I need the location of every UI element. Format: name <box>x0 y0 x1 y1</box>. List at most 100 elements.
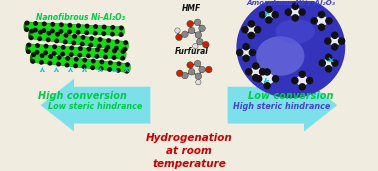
Circle shape <box>193 44 198 49</box>
Circle shape <box>104 55 107 59</box>
Circle shape <box>108 61 112 65</box>
Ellipse shape <box>25 44 28 52</box>
Circle shape <box>35 50 39 54</box>
Circle shape <box>98 44 101 48</box>
Circle shape <box>87 54 90 58</box>
Circle shape <box>256 76 262 82</box>
Circle shape <box>117 62 121 65</box>
Circle shape <box>319 11 325 18</box>
Circle shape <box>46 38 50 42</box>
Text: High steric hindrance: High steric hindrance <box>234 102 331 111</box>
Circle shape <box>79 47 82 50</box>
Ellipse shape <box>290 7 301 17</box>
Circle shape <box>30 29 34 33</box>
Circle shape <box>125 63 129 66</box>
Bar <box>26 44 125 59</box>
Circle shape <box>292 3 298 9</box>
Circle shape <box>40 61 43 64</box>
Circle shape <box>68 30 71 34</box>
Circle shape <box>56 32 59 36</box>
Text: Amorphous Ni/γ-Al₂O₃: Amorphous Ni/γ-Al₂O₃ <box>246 0 335 6</box>
Circle shape <box>38 37 42 41</box>
Circle shape <box>60 23 63 27</box>
Circle shape <box>299 84 305 90</box>
Circle shape <box>248 21 254 27</box>
Circle shape <box>57 56 61 59</box>
Circle shape <box>81 42 84 46</box>
Circle shape <box>82 65 86 69</box>
Ellipse shape <box>241 48 251 57</box>
Circle shape <box>176 34 182 41</box>
Ellipse shape <box>122 27 124 36</box>
Circle shape <box>249 49 256 56</box>
Circle shape <box>253 63 259 69</box>
Circle shape <box>25 21 29 25</box>
Circle shape <box>39 30 42 34</box>
Text: Furfural: Furfural <box>175 47 209 56</box>
Circle shape <box>106 45 110 49</box>
Circle shape <box>87 47 91 51</box>
Circle shape <box>51 23 54 26</box>
Circle shape <box>259 69 266 75</box>
Ellipse shape <box>276 19 315 44</box>
Circle shape <box>107 39 110 42</box>
Ellipse shape <box>236 0 345 98</box>
Circle shape <box>338 38 345 44</box>
Text: Hydrogenation
at room
temperature: Hydrogenation at room temperature <box>146 133 232 169</box>
Circle shape <box>47 31 51 35</box>
Bar <box>25 22 123 36</box>
Circle shape <box>29 36 33 40</box>
Circle shape <box>96 48 99 51</box>
Ellipse shape <box>128 64 130 73</box>
Circle shape <box>70 53 73 56</box>
Circle shape <box>99 67 103 70</box>
Circle shape <box>197 38 203 45</box>
Circle shape <box>27 43 31 47</box>
Ellipse shape <box>260 73 274 84</box>
Circle shape <box>61 52 64 56</box>
Text: Low conversion: Low conversion <box>248 91 333 101</box>
Circle shape <box>292 77 298 84</box>
Circle shape <box>187 21 194 27</box>
Circle shape <box>177 70 183 77</box>
Circle shape <box>332 32 338 38</box>
Circle shape <box>49 55 53 58</box>
Circle shape <box>285 9 291 15</box>
Circle shape <box>325 54 332 60</box>
Circle shape <box>273 76 279 82</box>
Circle shape <box>78 54 82 57</box>
Circle shape <box>246 69 252 75</box>
Circle shape <box>94 25 98 28</box>
Circle shape <box>70 46 73 50</box>
Circle shape <box>74 64 77 68</box>
Circle shape <box>194 19 201 26</box>
Circle shape <box>59 30 63 33</box>
Bar <box>29 30 128 51</box>
Circle shape <box>93 31 97 35</box>
Circle shape <box>199 66 205 73</box>
Circle shape <box>85 31 88 35</box>
Circle shape <box>25 28 28 31</box>
Ellipse shape <box>246 25 257 35</box>
Circle shape <box>119 26 123 30</box>
Circle shape <box>53 45 56 49</box>
Circle shape <box>53 52 56 55</box>
Circle shape <box>111 26 115 29</box>
Circle shape <box>42 22 46 26</box>
Circle shape <box>40 54 44 57</box>
Circle shape <box>123 48 127 51</box>
Circle shape <box>31 60 35 63</box>
Circle shape <box>266 6 272 12</box>
Circle shape <box>73 35 76 38</box>
Circle shape <box>36 44 39 47</box>
Circle shape <box>42 29 46 32</box>
Circle shape <box>237 49 243 56</box>
Ellipse shape <box>126 42 129 51</box>
Ellipse shape <box>323 58 334 68</box>
Ellipse shape <box>263 10 274 19</box>
Circle shape <box>196 80 201 85</box>
Circle shape <box>115 47 118 50</box>
Circle shape <box>72 41 76 45</box>
Circle shape <box>253 75 259 81</box>
Circle shape <box>206 66 212 73</box>
